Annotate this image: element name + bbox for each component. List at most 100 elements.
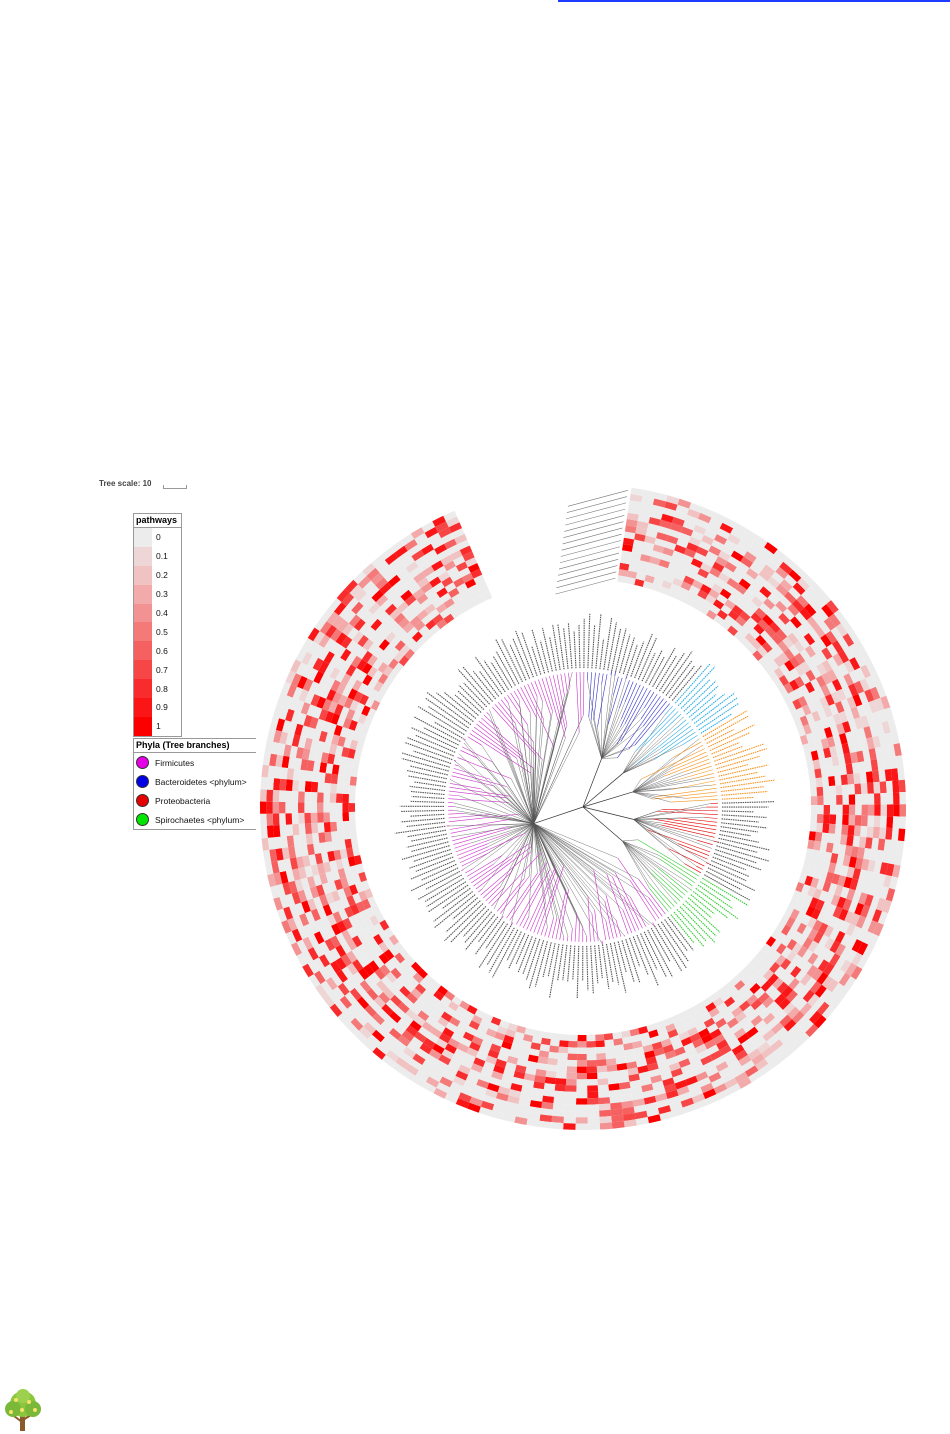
heatmap-cell — [723, 981, 735, 992]
scale-swatch — [134, 716, 152, 736]
heatmap-cell — [876, 873, 886, 887]
heatmap-cell — [700, 507, 715, 518]
heatmap-cell — [341, 746, 350, 758]
heatmap-cell — [754, 607, 767, 619]
heatmap-cell — [587, 1085, 599, 1092]
heatmap-cell — [329, 667, 341, 680]
heatmap-cell — [429, 1070, 443, 1083]
heatmap-cell — [820, 684, 831, 697]
heatmap-cell — [373, 945, 384, 957]
leaf-label-mark — [474, 656, 503, 695]
heatmap-cell — [358, 1026, 372, 1040]
leaf-label-mark — [458, 684, 485, 710]
leaf-label-mark — [522, 937, 537, 975]
leaf-label-mark — [534, 941, 548, 987]
heatmap-cell — [712, 1055, 726, 1067]
tree-leaf-branch — [451, 775, 494, 787]
heatmap-cell — [630, 552, 642, 561]
heatmap-cell — [324, 951, 336, 964]
heatmap-cell — [499, 1046, 511, 1056]
heatmap-cell — [470, 590, 482, 600]
heatmap-cell — [586, 1060, 597, 1067]
tree-leaf-branch — [462, 738, 466, 741]
heatmap-cell — [546, 1064, 558, 1072]
heatmap-cell — [286, 768, 295, 780]
heatmap-cell — [360, 724, 370, 735]
heatmap-cell — [883, 757, 891, 770]
tree-branch — [458, 765, 534, 824]
heatmap-cell — [771, 633, 783, 645]
heatmap-cell — [396, 567, 410, 580]
heatmap-cell — [791, 942, 803, 955]
heatmap-cell — [372, 1047, 386, 1060]
heatmap-cell — [409, 566, 423, 579]
tree-branch — [597, 727, 602, 759]
heatmap-cell — [349, 829, 358, 839]
tree-leaf-branch — [696, 865, 703, 870]
heatmap-cell — [412, 1053, 426, 1065]
heatmap-cell — [845, 962, 857, 977]
heatmap-cell — [347, 748, 356, 759]
heatmap-cell — [720, 620, 732, 631]
heatmap-cell — [816, 972, 829, 985]
heatmap-cell — [651, 1041, 663, 1051]
heatmap-cell — [765, 947, 776, 958]
leaf-label-mark — [413, 848, 451, 863]
pathway-label-mark — [555, 577, 616, 595]
heatmap-cell — [355, 741, 365, 752]
heatmap-cell — [397, 1001, 410, 1014]
heatmap-cell — [388, 591, 401, 604]
heatmap-cell — [460, 1015, 472, 1026]
heatmap-cell — [795, 882, 805, 893]
heatmap-cell — [810, 666, 822, 679]
heatmap-cell — [417, 968, 428, 979]
tree-leaf-branch — [548, 917, 554, 938]
scale-stop-label: 0.3 — [156, 589, 168, 600]
heatmap-cell — [831, 678, 843, 692]
heatmap-cell — [358, 890, 368, 902]
heatmap-cell — [322, 904, 333, 917]
heatmap-cell — [840, 698, 851, 711]
phylum-legend-item: Bacteroidetes <phylum> — [134, 772, 256, 791]
heatmap-cell — [606, 1064, 618, 1072]
heatmap-cell — [806, 964, 818, 978]
heatmap-cell — [882, 850, 891, 864]
heatmap-cell — [838, 663, 849, 677]
tree-leaf-branch — [685, 849, 708, 860]
heatmap-cell — [424, 603, 436, 615]
heatmap-cell — [337, 774, 345, 785]
heatmap-cell — [371, 555, 385, 568]
tree-leaf-branch — [711, 784, 717, 786]
tree-leaf-branch — [587, 896, 591, 942]
heatmap-cell — [352, 758, 360, 769]
heatmap-cell — [303, 923, 314, 937]
heatmap-cell — [796, 595, 809, 608]
tree-branch — [533, 823, 594, 871]
top-link-underline[interactable] — [558, 0, 950, 2]
heatmap-cell — [384, 1015, 398, 1028]
heatmap-cell — [282, 695, 293, 709]
heatmap-cell — [332, 691, 342, 704]
heatmap-cell — [697, 589, 709, 600]
heatmap-cell — [307, 960, 320, 974]
heatmap-cell — [867, 804, 875, 816]
heatmap-cell — [302, 963, 314, 978]
heatmap-cell — [336, 812, 343, 822]
heatmap-cell — [526, 1060, 538, 1069]
heatmap-cell — [854, 640, 866, 654]
heatmap-cell — [762, 1029, 776, 1042]
tree-leaf-branch — [559, 889, 569, 941]
tree-leaf-branch — [552, 675, 566, 730]
heatmap-cell — [566, 1066, 577, 1073]
heatmap-cell — [369, 1000, 382, 1013]
heatmap-cell — [371, 984, 383, 997]
heatmap-cell — [323, 664, 335, 677]
heatmap-cell — [334, 645, 347, 658]
heatmap-cell — [855, 879, 865, 893]
heatmap-cell — [735, 995, 747, 1007]
tree-leaf-branch — [522, 916, 530, 929]
heatmap-cell — [624, 525, 637, 534]
heatmap-cell — [483, 1061, 496, 1071]
heatmap-cell — [454, 1048, 467, 1059]
heatmap-cell — [775, 954, 787, 966]
